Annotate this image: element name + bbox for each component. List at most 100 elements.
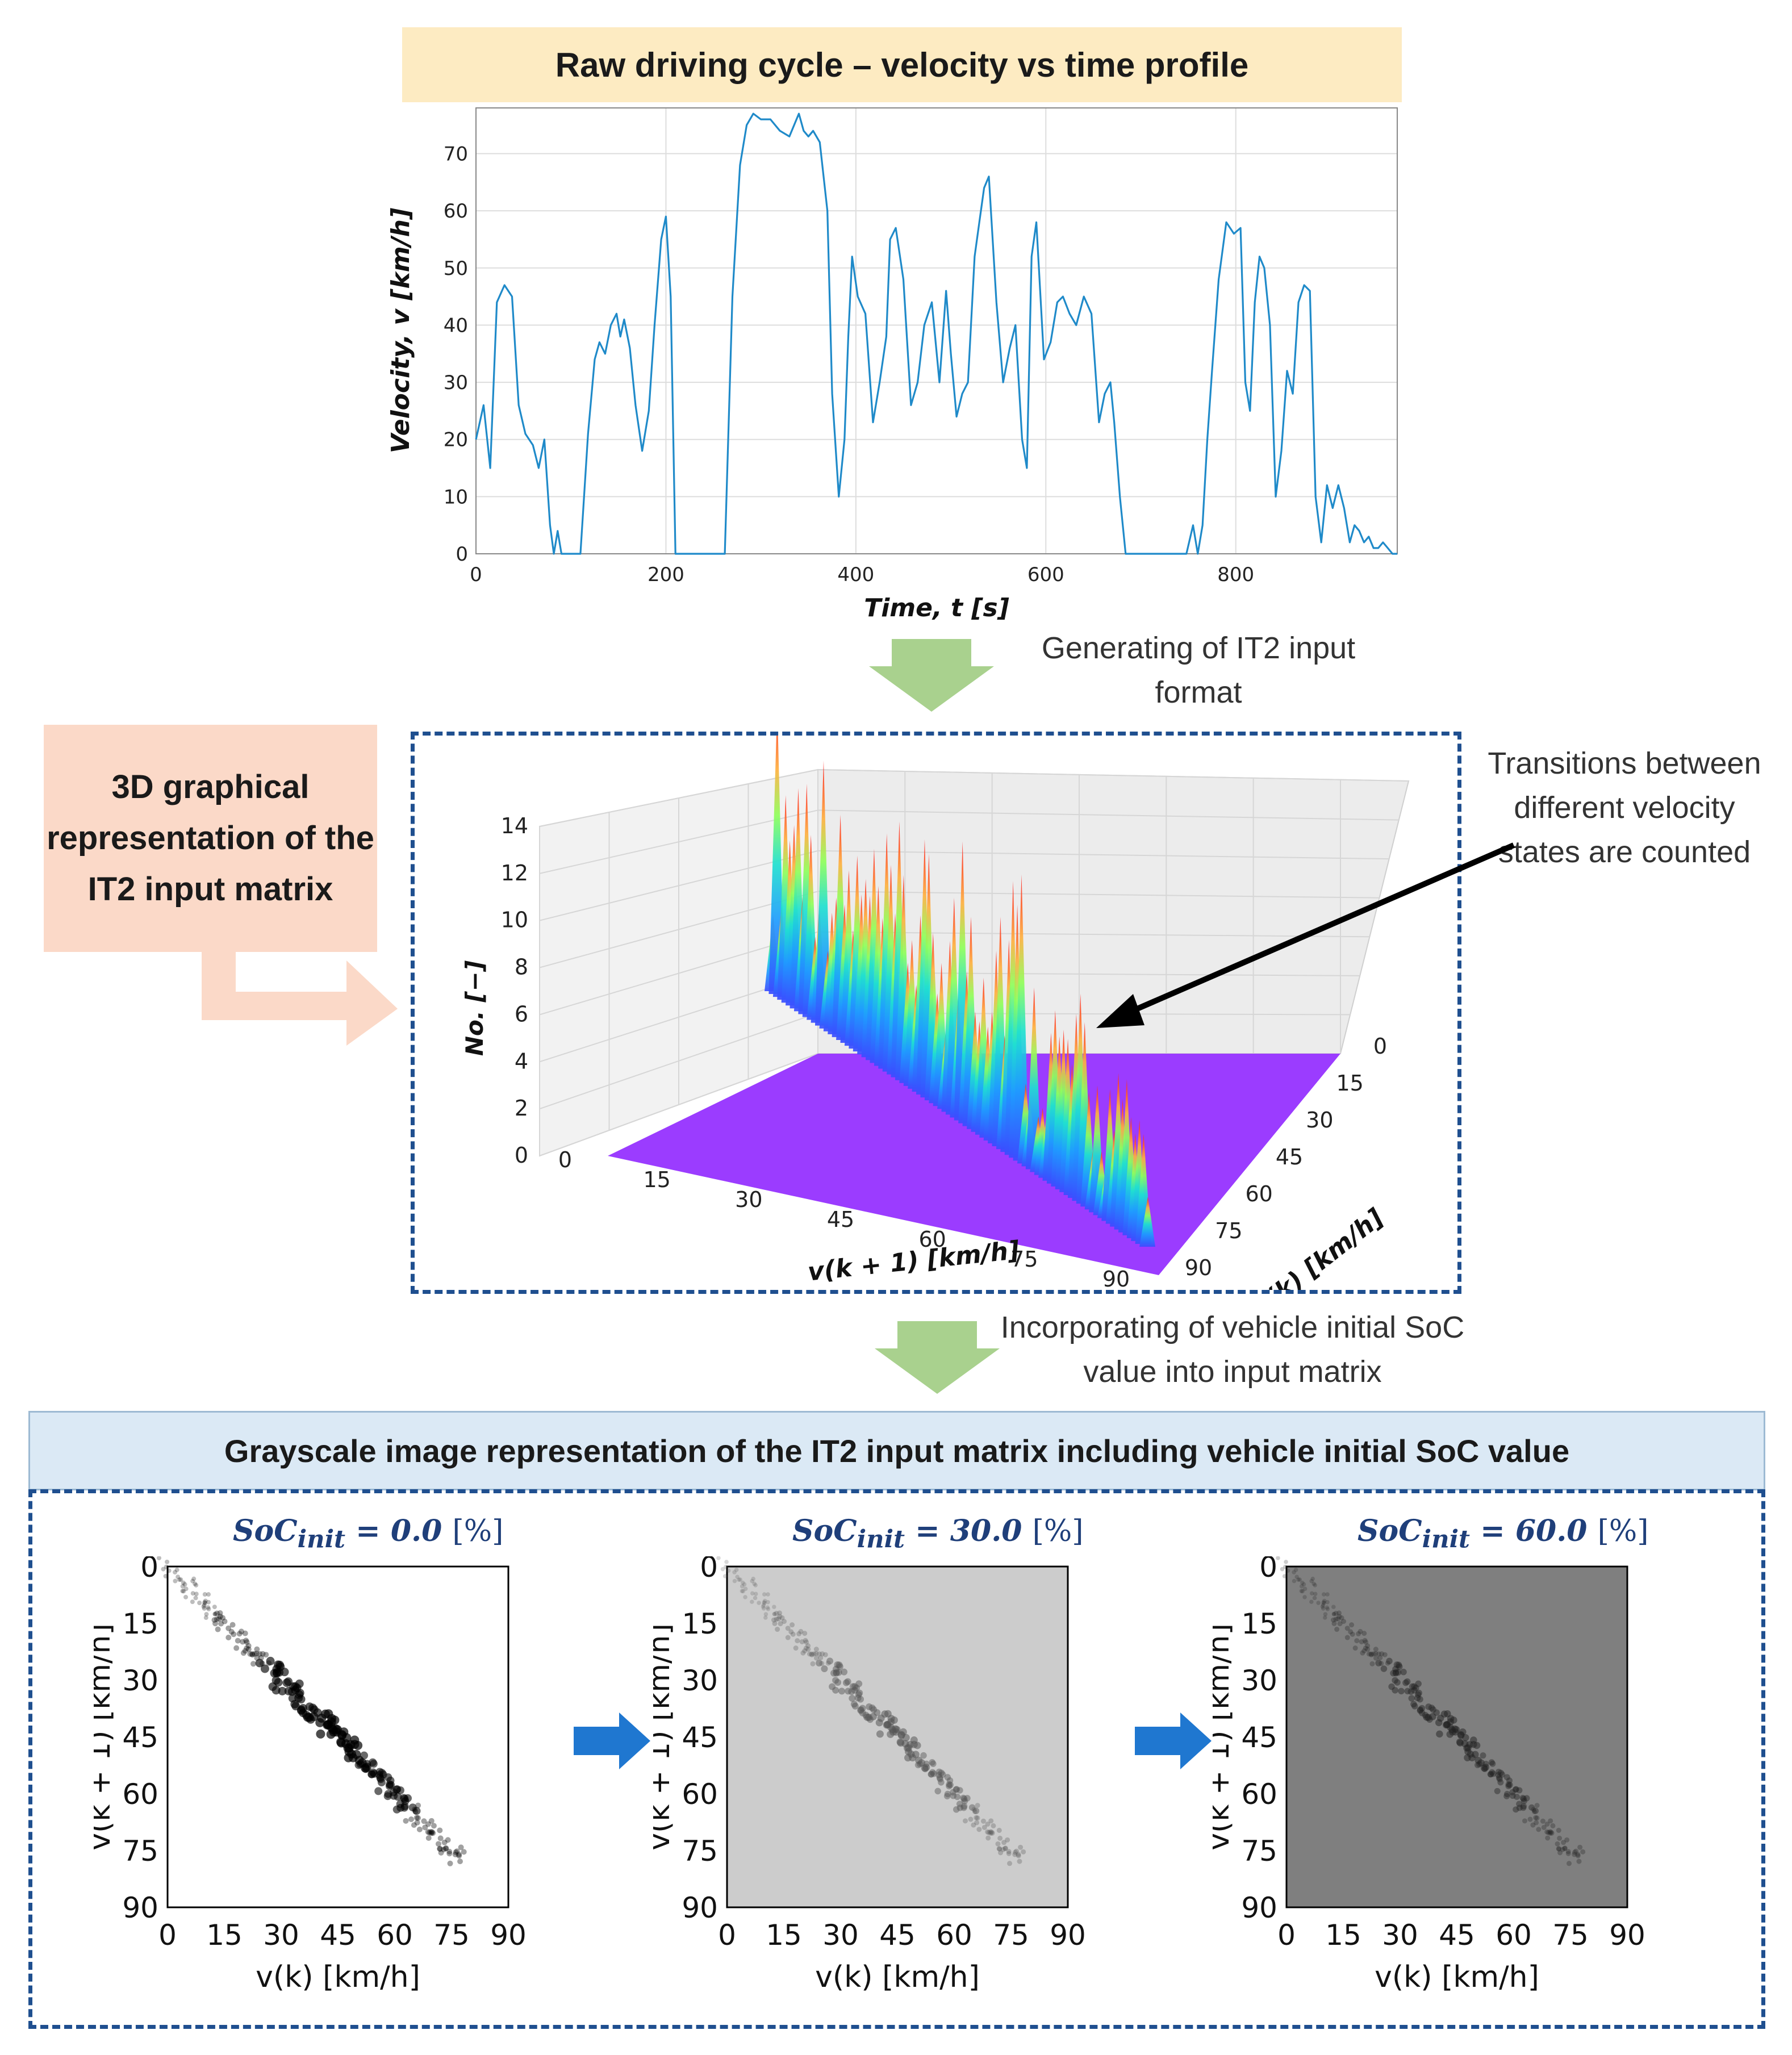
matrix-cell <box>1333 1617 1339 1622</box>
matrix-cell <box>1545 1830 1551 1835</box>
matrix-cell <box>851 1686 858 1694</box>
matrix-cell <box>1480 1752 1486 1759</box>
matrix-cell <box>201 1604 206 1609</box>
matrix-cell <box>1320 1604 1325 1609</box>
generating-it2-label: Generating of IT2 input format <box>1041 631 1356 709</box>
matrix-cell <box>1021 1849 1026 1854</box>
matrix-cell <box>190 1599 195 1605</box>
matrix-cell <box>1488 1771 1494 1778</box>
matrix-cell <box>997 1846 1002 1852</box>
matrix-cell <box>785 1626 791 1631</box>
matrix-cell <box>245 1646 252 1652</box>
matrix-cell <box>1363 1639 1369 1645</box>
matrix-cell <box>772 1605 776 1609</box>
matrix-cell <box>1293 1568 1298 1572</box>
matrix-cell <box>1408 1695 1415 1702</box>
matrix-cell <box>935 1768 943 1776</box>
x-tick-label: 200 <box>648 563 684 586</box>
matrix-cell <box>716 1556 721 1560</box>
matrix-cell <box>217 1614 223 1620</box>
matrix-cell <box>1282 1574 1287 1578</box>
matrix-cell <box>1531 1808 1537 1814</box>
matrix-cell <box>1330 1617 1336 1623</box>
gray-y-tick: 90 <box>1241 1891 1277 1924</box>
matrix-cell <box>819 1661 825 1666</box>
matrix-cell <box>947 1781 954 1789</box>
matrix-cell <box>996 1846 1002 1852</box>
matrix-cell <box>1504 1790 1511 1797</box>
callout-3d-representation: 3D graphical representation of the IT2 i… <box>44 725 377 952</box>
gray-x-tick: 15 <box>766 1919 802 1952</box>
matrix-cell <box>929 1759 935 1766</box>
matrix-cell <box>832 1686 839 1694</box>
matrix-cell <box>851 1683 858 1690</box>
matrix-cell <box>214 1610 220 1617</box>
matrix-cell <box>986 1830 992 1835</box>
matrix-cell <box>1545 1835 1551 1841</box>
matrix-cell <box>775 1627 780 1632</box>
matrix-cell <box>1363 1645 1368 1651</box>
z-tick-label: 14 <box>501 813 528 838</box>
matrix-cell <box>1513 1793 1520 1800</box>
matrix-cell <box>337 1730 347 1739</box>
matrix-cell <box>975 1803 980 1808</box>
z-tick-label: 6 <box>515 1001 528 1026</box>
matrix-cell <box>374 1787 383 1795</box>
matrix-cell <box>282 1678 291 1688</box>
y-tick-label: 20 <box>444 429 468 452</box>
matrix-cell <box>980 1818 986 1824</box>
matrix-cell <box>1528 1804 1535 1811</box>
matrix-cell <box>190 1591 195 1596</box>
matrix-cell <box>1313 1592 1318 1596</box>
matrix-cell <box>1417 1695 1423 1703</box>
matrix-cell <box>772 1620 778 1626</box>
matrix-cell <box>1012 1849 1018 1855</box>
matrix-cell <box>954 1793 961 1801</box>
matrix-cell <box>421 1818 427 1824</box>
matrix-cell <box>859 1705 866 1712</box>
velocity-chart-frame <box>475 107 1398 554</box>
matrix-cell <box>1017 1858 1022 1864</box>
matrix-cell <box>1473 1741 1481 1749</box>
gray-x-tick: 30 <box>822 1919 859 1952</box>
matrix-cell <box>1548 1830 1554 1835</box>
y-tick-label: 30 <box>444 371 468 394</box>
matrix-cell <box>165 1559 170 1564</box>
matrix-cell <box>1334 1627 1340 1632</box>
matrix-cell <box>1449 1728 1456 1736</box>
matrix-cell <box>854 1694 862 1702</box>
gray-y-tick: 45 <box>122 1721 158 1754</box>
gray-y-tick: 75 <box>122 1835 158 1868</box>
matrix-cell <box>1368 1651 1374 1657</box>
matrix-cell <box>1297 1577 1302 1582</box>
matrix-cell <box>1506 1782 1513 1789</box>
matrix-cell <box>1411 1687 1418 1694</box>
matrix-cell <box>1534 1803 1540 1808</box>
matrix-cell <box>774 1611 779 1617</box>
matrix-cell <box>1562 1846 1568 1852</box>
gray-y-tick: 45 <box>1241 1721 1277 1754</box>
surface-y-tick: 0 <box>1373 1034 1387 1059</box>
matrix-cell <box>989 1830 995 1836</box>
matrix-cell <box>855 1680 863 1688</box>
matrix-cell <box>425 1835 432 1841</box>
matrix-cell <box>1495 1772 1502 1778</box>
matrix-cell <box>1556 1846 1562 1852</box>
matrix-cell <box>766 1607 771 1611</box>
matrix-cell <box>273 1668 282 1677</box>
matrix-cell <box>766 1592 770 1597</box>
matrix-cell <box>1505 1781 1512 1788</box>
matrix-cell <box>943 1793 951 1799</box>
z-tick-label: 12 <box>501 861 528 886</box>
matrix-cell <box>751 1576 755 1581</box>
matrix-cell <box>1337 1621 1343 1627</box>
matrix-cell <box>206 1606 211 1611</box>
matrix-cell <box>732 1570 737 1574</box>
matrix-cell <box>813 1647 819 1652</box>
matrix-cell <box>834 1661 841 1668</box>
matrix-cell <box>1417 1707 1424 1714</box>
matrix-cell <box>1557 1850 1563 1856</box>
matrix-cell <box>437 1835 444 1841</box>
matrix-cell <box>964 1795 971 1802</box>
matrix-cell <box>866 1703 873 1710</box>
